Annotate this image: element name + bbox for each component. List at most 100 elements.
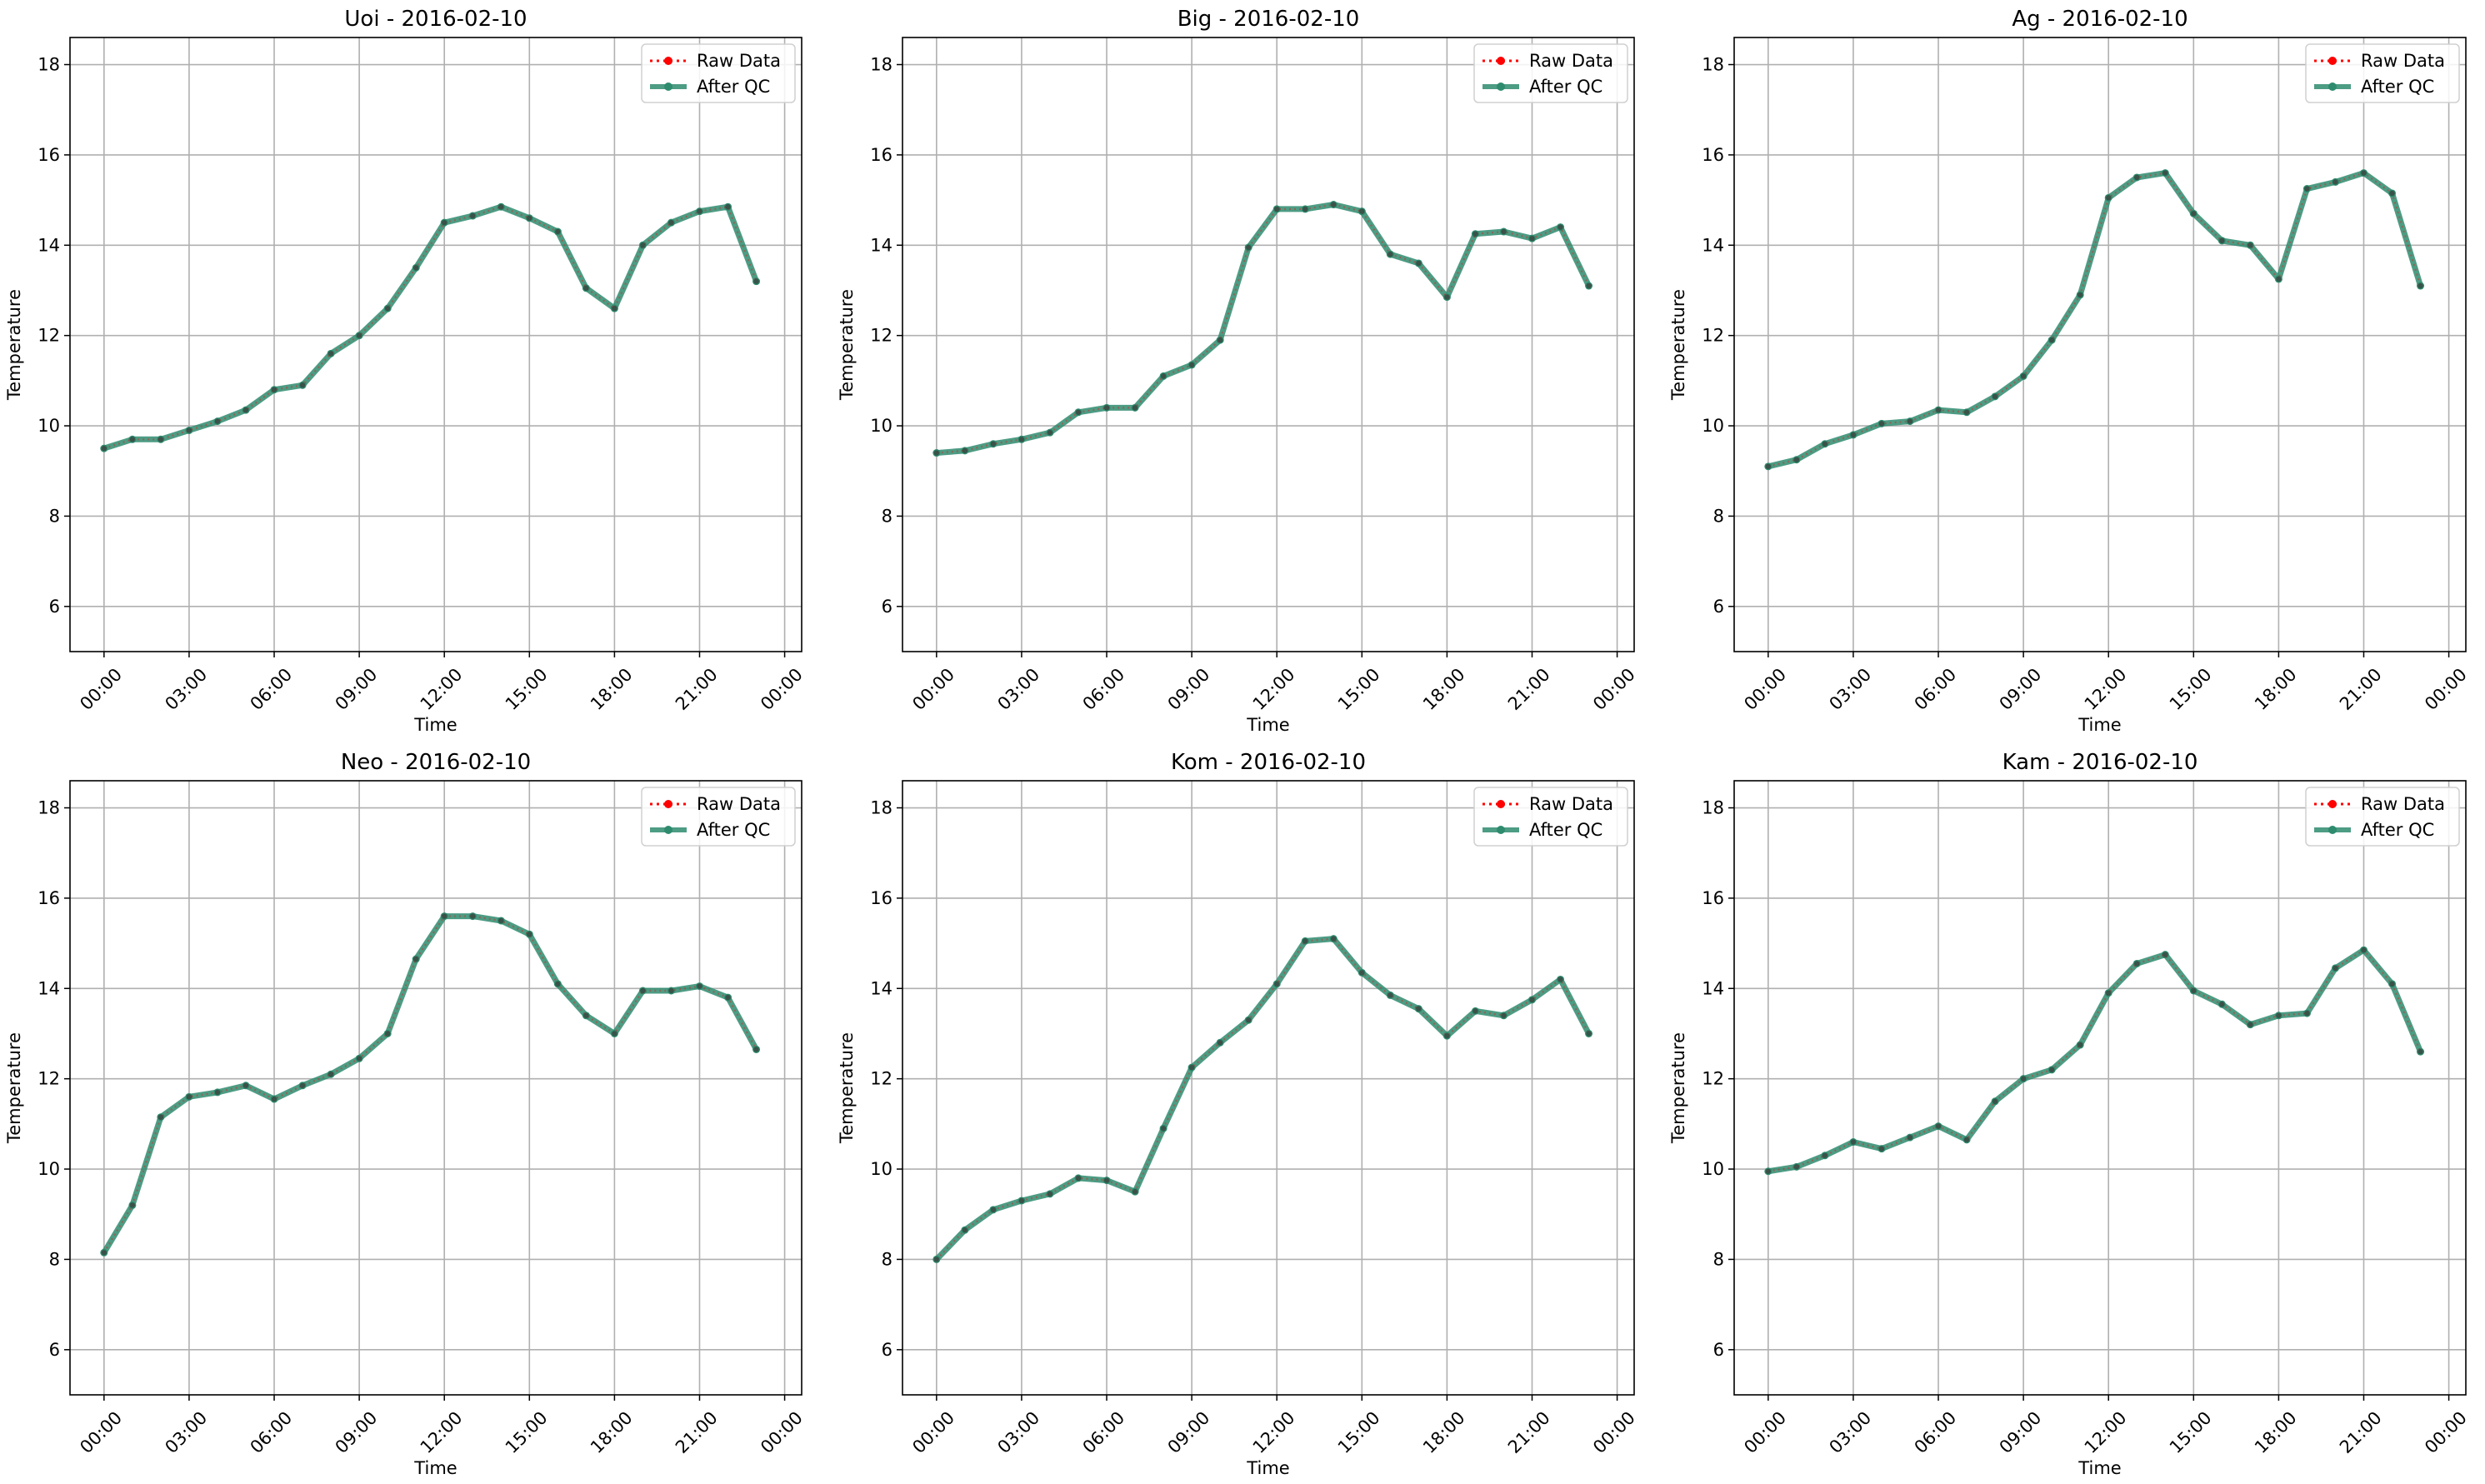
raw-data-point [1302, 938, 1308, 944]
x-tick-label: 09:00 [1996, 664, 2046, 714]
y-tick-label: 8 [49, 1249, 60, 1269]
legend-marker-raw-data [664, 57, 672, 65]
raw-data-point [668, 219, 674, 226]
raw-data-point [990, 1207, 997, 1213]
raw-data-point [2276, 1012, 2282, 1018]
raw-data-point [1188, 1064, 1195, 1071]
raw-data-point [1935, 407, 1942, 413]
x-tick-label: 06:00 [247, 664, 297, 714]
raw-data-point [1217, 1040, 1223, 1046]
raw-data-point [1793, 1164, 1800, 1170]
x-tick-label: 21:00 [1504, 1407, 1554, 1457]
x-tick-label: 06:00 [1911, 1407, 1961, 1457]
raw-data-point [384, 1031, 391, 1037]
x-tick-label: 06:00 [1079, 664, 1129, 714]
raw-data-point [1963, 1137, 1970, 1143]
y-tick-label: 16 [38, 145, 60, 165]
x-tick-label: 09:00 [1164, 664, 1214, 714]
raw-data-point [498, 917, 504, 924]
x-tick-label: 00:00 [1589, 664, 1639, 714]
axes-frame [902, 37, 1635, 652]
x-tick-label: 00:00 [76, 664, 126, 714]
legend-label-raw-data: Raw Data [2361, 794, 2445, 814]
raw-data-point [1331, 202, 1337, 207]
plot-area [70, 781, 802, 1395]
raw-data-point [1586, 282, 1592, 289]
y-tick-label: 6 [882, 597, 892, 617]
legend-label-raw-data: Raw Data [1529, 794, 1613, 814]
axes-frame [69, 780, 802, 1396]
y-tick-label: 18 [1702, 798, 1724, 818]
y-axis-label: Temperature [837, 1032, 857, 1144]
y-tick-label: 10 [38, 1159, 60, 1179]
legend: Raw Data After QC [641, 43, 796, 103]
y-tick-label: 16 [38, 888, 60, 908]
y-tick-label: 12 [38, 1069, 60, 1089]
raw-data-point [2361, 170, 2367, 176]
raw-data-point [1103, 405, 1110, 411]
legend-label-after-qc: After QC [1529, 77, 1602, 97]
x-tick-label: 12:00 [1249, 664, 1299, 714]
x-axis-label: Time [413, 715, 457, 735]
raw-data-point [583, 285, 589, 291]
y-tick-label: 16 [870, 888, 892, 908]
x-axis-label: Time [2078, 1458, 2121, 1478]
raw-data-point [2048, 337, 2055, 343]
axes-frame [902, 780, 1635, 1396]
x-tick-label: 03:00 [1825, 1407, 1875, 1457]
x-tick-label: 15:00 [2166, 1407, 2216, 1457]
raw-data-point [2134, 961, 2140, 967]
raw-data-point [2304, 1010, 2310, 1017]
raw-data-point [129, 437, 136, 442]
x-tick-label: 00:00 [2421, 1407, 2471, 1457]
raw-data-point [2106, 195, 2112, 201]
x-tick-label: 00:00 [1589, 1407, 1639, 1457]
plot-area [902, 781, 1634, 1395]
x-tick-label: 00:00 [908, 664, 958, 714]
x-tick-label: 21:00 [672, 1407, 722, 1457]
raw-data-point [1245, 244, 1252, 251]
raw-data-point [2134, 174, 2140, 181]
y-tick-label: 12 [870, 1069, 892, 1089]
raw-data-point [612, 305, 618, 312]
raw-data-point [2418, 1048, 2423, 1055]
y-tick-label: 12 [1702, 326, 1724, 346]
raw-data-point [1047, 429, 1053, 436]
legend: Raw Data After QC [641, 787, 796, 847]
raw-data-point [1217, 337, 1223, 343]
raw-data-point [242, 407, 249, 413]
y-tick-label: 18 [870, 798, 892, 818]
raw-data-point [328, 1072, 334, 1077]
y-tick-label: 14 [870, 978, 892, 998]
raw-data-point [1416, 1006, 1422, 1012]
raw-data-point [933, 1257, 940, 1262]
raw-data-point [1765, 1168, 1772, 1174]
y-axis-label: Temperature [1668, 289, 1688, 401]
raw-data-point [1529, 997, 1535, 1003]
raw-data-point [2191, 987, 2197, 994]
raw-data-point [2162, 170, 2168, 176]
raw-data-point [933, 450, 940, 456]
chart-title: Kom - 2016-02-10 [1171, 750, 1366, 775]
series-line-raw-data [102, 915, 758, 1253]
y-tick-label: 14 [38, 235, 60, 255]
y-tick-label: 18 [38, 55, 60, 75]
raw-data-point [1132, 1188, 1138, 1195]
raw-data-point [2106, 990, 2112, 996]
raw-data-point [2162, 952, 2168, 957]
x-tick-label: 03:00 [993, 664, 1043, 714]
raw-data-point [2077, 292, 2083, 298]
x-tick-label: 18:00 [2251, 664, 2301, 714]
y-tick-label: 16 [870, 145, 892, 165]
raw-data-point [214, 1089, 221, 1096]
raw-data-point [1907, 1134, 1913, 1141]
x-tick-label: 00:00 [908, 1407, 958, 1457]
x-tick-label: 09:00 [1996, 1407, 2046, 1457]
x-tick-label: 18:00 [587, 664, 637, 714]
series-line-raw-data [936, 203, 1590, 454]
x-tick-label: 18:00 [1419, 1407, 1469, 1457]
raw-data-point [1472, 1008, 1478, 1014]
legend-marker-after-qc [664, 82, 672, 91]
chart-title: Neo - 2016-02-10 [341, 750, 531, 775]
chart-title: Ag - 2016-02-10 [2012, 7, 2188, 32]
